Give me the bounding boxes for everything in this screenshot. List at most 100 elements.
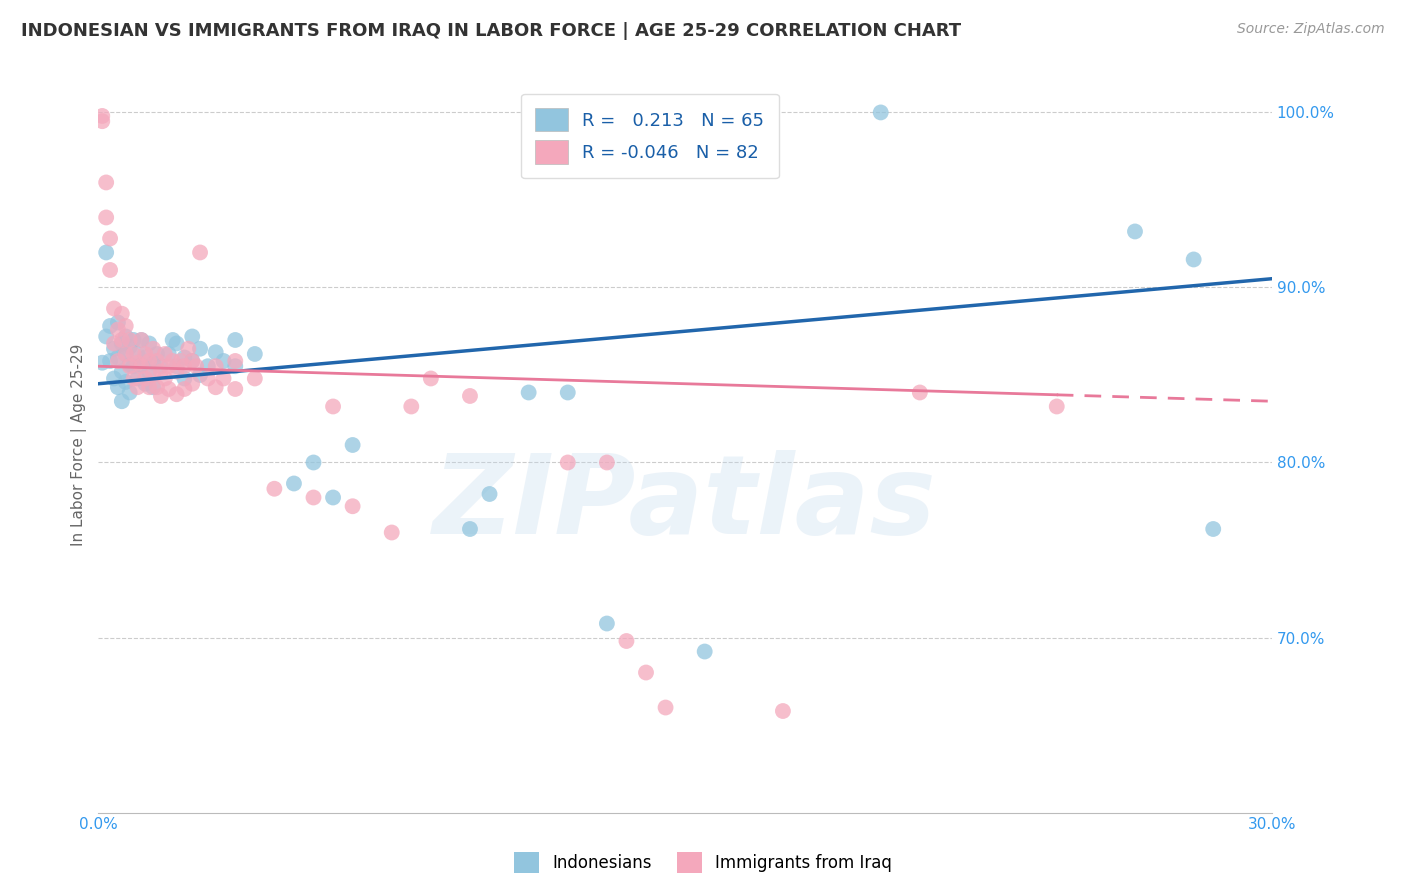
Text: INDONESIAN VS IMMIGRANTS FROM IRAQ IN LABOR FORCE | AGE 25-29 CORRELATION CHART: INDONESIAN VS IMMIGRANTS FROM IRAQ IN LA… (21, 22, 962, 40)
Point (91, 356, 114, 370)
Point (162, 333, 184, 347)
Legend: Indonesians, Immigrants from Iraq: Indonesians, Immigrants from Iraq (508, 846, 898, 880)
Point (224, 354, 246, 368)
Point (142, 380, 165, 394)
Point (419, 371, 441, 385)
Point (134, 351, 156, 365)
Point (142, 342, 165, 356)
Point (103, 342, 125, 356)
Point (111, 307, 134, 321)
Point (131, 333, 153, 347)
Point (118, 359, 141, 374)
Point (197, 359, 219, 374)
Point (127, 356, 149, 370)
Point (127, 347, 149, 361)
Point (103, 301, 125, 316)
Point (114, 329, 136, 343)
Point (138, 354, 160, 368)
Point (111, 394, 134, 409)
Point (122, 371, 145, 385)
Point (96, 211, 118, 225)
Point (166, 364, 188, 378)
Point (157, 347, 180, 361)
Point (107, 380, 129, 394)
Point (153, 371, 176, 385)
Point (322, 491, 344, 505)
Point (98, 318, 121, 333)
Point (1046, 400, 1069, 414)
Point (153, 347, 176, 361)
Point (166, 387, 188, 401)
Point (138, 336, 160, 351)
Point (243, 347, 266, 361)
Point (134, 376, 156, 391)
Point (131, 359, 153, 374)
Point (107, 322, 129, 336)
Point (114, 318, 136, 333)
Text: ZIPatlas: ZIPatlas (433, 450, 936, 558)
Point (91, 114, 114, 128)
Point (98, 263, 121, 277)
Point (869, 105, 891, 120)
Point (118, 340, 141, 354)
Point (224, 359, 246, 374)
Point (146, 380, 169, 394)
Point (224, 333, 246, 347)
Point (122, 359, 145, 374)
Point (204, 345, 226, 359)
Point (162, 354, 184, 368)
Point (91, 109, 114, 123)
Point (322, 400, 344, 414)
Point (1182, 252, 1205, 267)
Text: Source: ZipAtlas.com: Source: ZipAtlas.com (1237, 22, 1385, 37)
Y-axis label: In Labor Force | Age 25-29: In Labor Force | Age 25-29 (72, 343, 87, 546)
Point (134, 347, 156, 361)
Point (212, 371, 235, 385)
Point (596, 616, 619, 631)
Point (138, 380, 160, 394)
Point (173, 351, 195, 365)
Point (114, 347, 136, 361)
Point (157, 382, 180, 396)
Point (111, 333, 134, 347)
Point (186, 359, 208, 374)
Legend: R =   0.213   N = 65, R = -0.046   N = 82: R = 0.213 N = 65, R = -0.046 N = 82 (522, 94, 779, 178)
Point (114, 347, 136, 361)
Point (908, 385, 931, 400)
Point (107, 351, 129, 365)
Point (149, 359, 172, 374)
Point (111, 364, 134, 378)
Point (98, 231, 121, 245)
Point (181, 354, 204, 368)
Point (616, 634, 638, 648)
Point (122, 333, 145, 347)
Point (166, 359, 188, 374)
Point (302, 491, 325, 505)
Point (1202, 522, 1225, 536)
Point (224, 382, 246, 396)
Point (103, 371, 125, 385)
Point (302, 455, 325, 469)
Point (283, 476, 305, 491)
Point (342, 500, 364, 514)
Point (177, 342, 200, 356)
Point (181, 329, 204, 343)
Point (654, 700, 676, 714)
Point (204, 359, 226, 374)
Point (173, 382, 195, 396)
Point (118, 333, 141, 347)
Point (114, 375, 136, 389)
Point (146, 354, 169, 368)
Point (96, 176, 118, 190)
Point (557, 455, 579, 469)
Point (134, 371, 156, 385)
Point (157, 359, 180, 374)
Point (181, 354, 204, 368)
Point (458, 389, 481, 403)
Point (342, 438, 364, 452)
Point (107, 316, 129, 330)
Point (204, 380, 226, 394)
Point (149, 364, 172, 378)
Point (772, 704, 794, 718)
Point (169, 354, 191, 368)
